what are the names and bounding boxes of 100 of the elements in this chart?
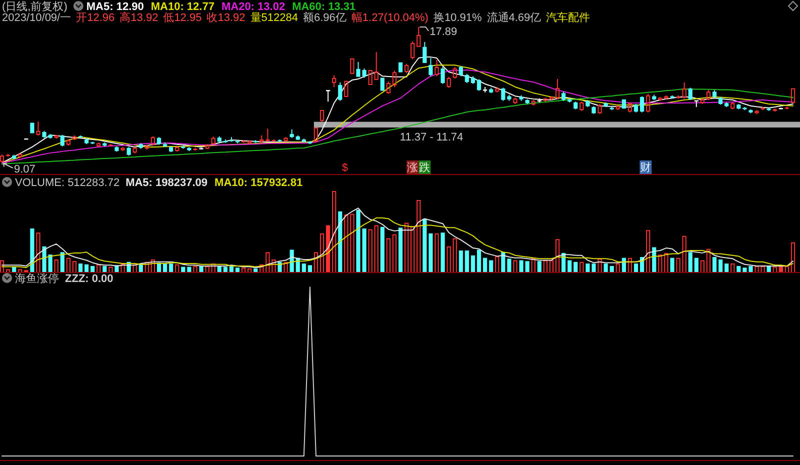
candlestick [169,146,174,152]
candlestick [754,110,759,114]
text: MA5: 198237.09 [126,177,208,189]
bar [464,250,469,272]
bar [537,261,542,272]
candlestick [278,139,282,142]
text: 换10.91% [433,12,482,24]
candlestick [736,104,741,110]
bar [380,226,384,272]
candlestick [162,142,168,148]
bar [42,246,46,272]
candlestick [138,143,143,149]
candlestick [574,102,578,110]
bar [278,262,282,272]
bar [694,258,698,272]
text: MA20: 13.02 [221,1,286,13]
candlestick [428,58,433,76]
text: 收13.92 [206,12,246,24]
bar [428,233,433,272]
bar [670,258,674,272]
candlestick [126,147,131,156]
candlestick [712,90,717,98]
candlestick [670,95,674,99]
bar [308,265,312,272]
candlestick [610,106,614,110]
text: 2023/10/09/一 [2,12,72,24]
candlestick [592,106,596,114]
candlestick [380,78,384,91]
candlestick [507,94,512,101]
bar [78,264,83,272]
bar [724,264,729,272]
bar [30,228,34,272]
bar [476,250,482,272]
candlestick [290,129,294,138]
candlestick [718,97,723,105]
candlestick [302,138,306,142]
text: 汽车配件 [546,11,590,24]
candlestick [622,99,626,109]
candlestick [193,148,198,150]
candlestick [676,95,680,99]
candlestick [568,98,572,102]
bar [326,225,330,272]
text: 流通4.69亿 [486,11,542,24]
candlestick [724,102,729,107]
candlestick [694,100,698,107]
bar [235,268,240,272]
bar [302,264,306,272]
text: 高13.92 [120,11,158,24]
band-label: 11.37 - 11.74 [400,132,464,144]
candlestick [326,90,330,102]
candlestick [760,106,765,110]
bar [338,211,342,272]
candlestick [308,140,312,144]
annotation: $ [342,162,348,174]
candlestick [501,88,506,101]
bar [634,264,638,272]
bar [422,218,427,272]
text: MA5: 12.90 [86,1,144,13]
text: 量512284 [250,12,298,24]
bar [470,255,476,272]
candlestick [217,136,222,142]
text: 9.07 [14,164,36,176]
candlestick [772,108,777,112]
candlestick [30,122,34,134]
candlestick [266,128,270,142]
candlestick [458,66,463,76]
bar [199,266,204,272]
bar [519,260,524,272]
candlestick [229,137,234,142]
candlestick [652,94,656,100]
candlestick [272,139,276,142]
text: 幅1.27(10.04%) [351,12,428,24]
candlestick [60,134,64,146]
chart-title: 海鱼涨停 [15,273,59,285]
candlestick [537,98,542,102]
candlestick [114,146,119,152]
bar [458,250,463,272]
text: 开12.96 [76,12,115,24]
bar [568,260,572,272]
text: MA60: 13.31 [292,1,356,13]
candlestick [84,138,89,144]
bar [440,232,445,272]
candlestick [120,147,125,152]
bar [507,258,512,272]
candlestick [12,154,16,160]
bar [610,266,614,272]
bar [712,257,717,272]
candlestick [586,100,590,107]
chart-title: VOLUME: 512283.72 [15,177,120,189]
candlestick [338,82,342,101]
candlestick [519,95,524,101]
candlestick [664,95,668,100]
candlestick [398,62,403,72]
candlestick [604,102,608,107]
candlestick [766,108,771,111]
candlestick [489,88,494,94]
candlestick [235,140,240,144]
candlestick [476,79,482,91]
candlestick [260,136,264,142]
candlestick [42,130,46,138]
